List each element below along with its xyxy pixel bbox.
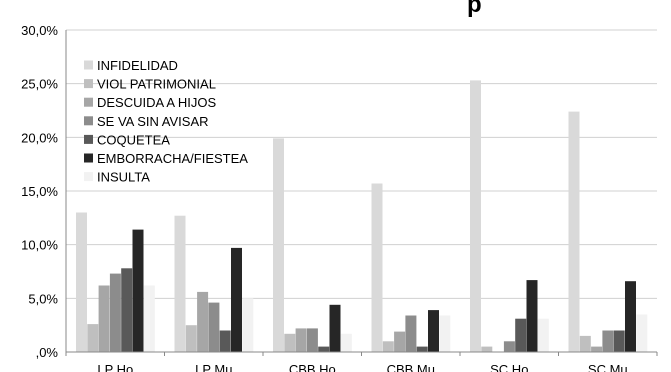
bar — [503, 341, 515, 352]
x-tick-label: LP Mu — [195, 362, 232, 372]
legend-swatch — [84, 153, 93, 163]
legend-label: COQUETEA — [97, 132, 170, 147]
bar — [636, 314, 648, 352]
y-tick-labels: ,0% 5,0% 10,0% 15,0% 20,0% 25,0% 30,0% — [21, 23, 58, 360]
y-tick-label: 10,0% — [21, 238, 58, 253]
legend-label: EMBORRACHA/FIESTEA — [97, 151, 248, 166]
bar — [340, 333, 352, 352]
bars — [76, 80, 648, 353]
bar — [76, 212, 87, 352]
bar — [579, 335, 591, 352]
legend-label: DESCUIDA A HIJOS — [97, 95, 217, 110]
bar — [273, 138, 284, 352]
x-tick-label: CBB Mu — [387, 362, 435, 372]
bar — [405, 315, 417, 352]
bar — [526, 280, 538, 352]
y-tick-label: 25,0% — [21, 77, 58, 92]
bar — [481, 346, 493, 352]
bar — [591, 346, 603, 352]
bar — [121, 268, 133, 352]
legend-swatch — [84, 97, 93, 107]
bar — [242, 298, 254, 352]
x-tick-label: SC Ho — [490, 362, 528, 372]
x-tick-label: LP Ho — [97, 362, 133, 372]
x-tick-label: CBB Ho — [289, 362, 336, 372]
bar — [394, 331, 406, 352]
bar — [174, 215, 186, 352]
legend-label: VIOL PATRIMONIAL — [97, 77, 216, 92]
bar — [602, 330, 614, 352]
legend-swatch — [84, 172, 93, 182]
bar — [568, 111, 580, 352]
bar — [197, 291, 209, 352]
legend: INFIDELIDAD VIOL PATRIMONIAL DESCUIDA A HI… — [84, 58, 248, 185]
y-tick-label: 15,0% — [21, 184, 58, 199]
legend-swatch — [84, 60, 93, 70]
bar — [219, 330, 231, 352]
legend-label: SE VA SIN AVISAR — [97, 114, 209, 129]
bar — [143, 285, 155, 352]
bar — [231, 247, 242, 352]
legend-swatch — [84, 134, 93, 144]
legend-label: INSULTA — [97, 170, 150, 185]
bar — [98, 285, 110, 352]
bar — [284, 333, 296, 352]
y-tick-label: 20,0% — [21, 130, 58, 145]
bar — [382, 341, 394, 352]
x-tick-label: SC Mu — [588, 362, 628, 372]
legend-swatch — [84, 79, 93, 89]
bar — [625, 281, 636, 352]
bar — [470, 80, 481, 353]
x-tick-labels: LP Ho LP Mu CBB Ho CBB Mu SC Ho SC Mu — [65, 352, 658, 372]
gridlines — [66, 29, 657, 299]
bar — [613, 330, 625, 352]
bar — [428, 310, 439, 352]
bar — [295, 328, 307, 352]
bar — [371, 183, 383, 352]
y-tick-label: ,0% — [36, 345, 59, 360]
bar — [515, 318, 527, 352]
bar — [87, 324, 99, 352]
bar — [439, 315, 451, 352]
bar — [416, 346, 428, 352]
legend-label: INFIDELIDAD — [97, 58, 178, 73]
bar — [318, 346, 330, 352]
y-tick-label: 5,0% — [28, 291, 58, 306]
legend-swatch — [84, 116, 93, 126]
chart-title: p — [467, 0, 482, 18]
bar — [306, 328, 318, 352]
bar — [132, 229, 144, 352]
bar — [537, 318, 549, 352]
y-tick-label: 30,0% — [21, 23, 58, 38]
bar — [109, 273, 121, 352]
bar — [329, 304, 341, 352]
bar — [208, 302, 220, 352]
bar — [185, 325, 197, 352]
